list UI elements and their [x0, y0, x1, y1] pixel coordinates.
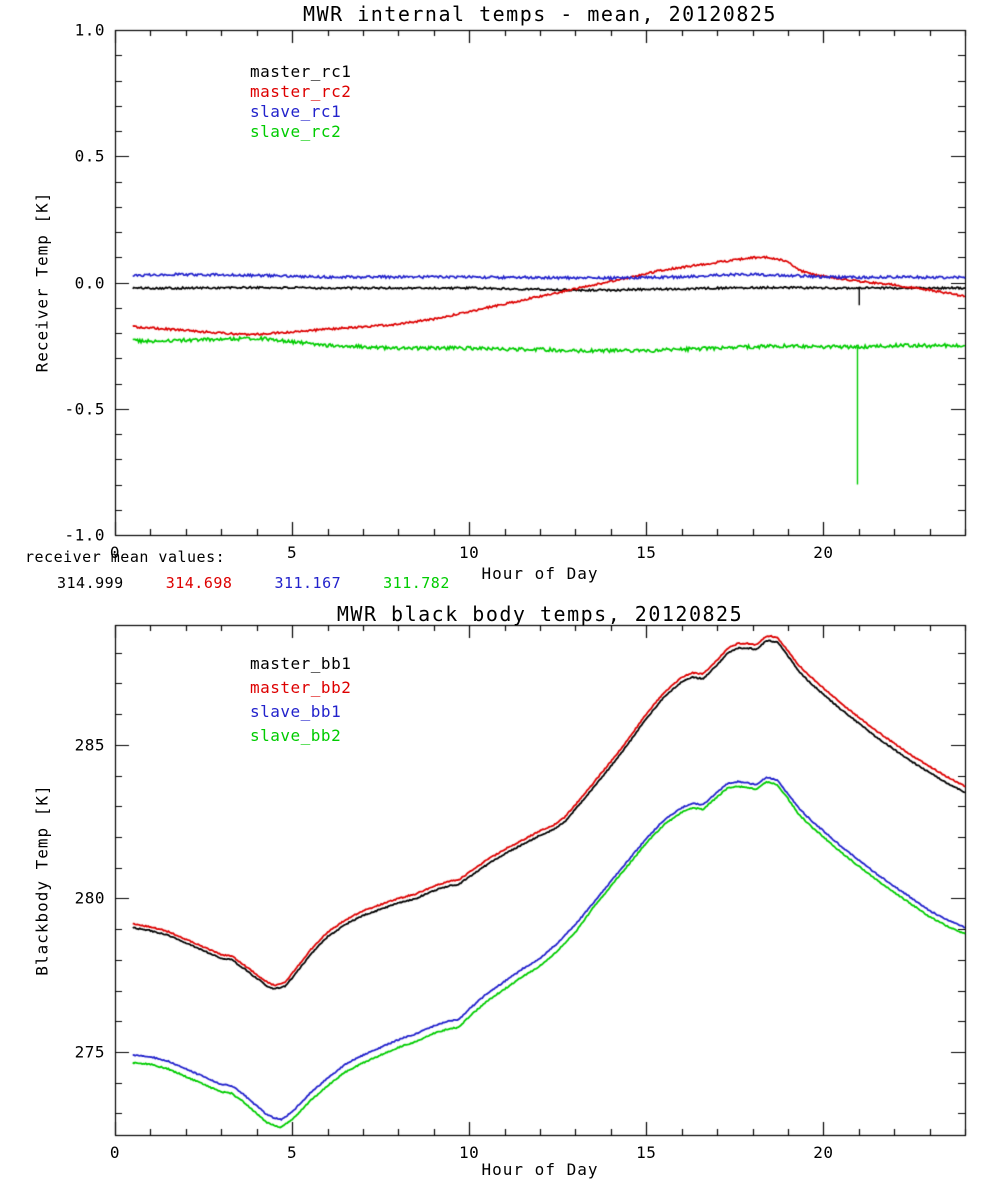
x-tick-label: 15 [636, 1143, 657, 1162]
legend-slave-rc1: slave_rc1 [250, 102, 342, 121]
bottom-plot: MWR black body temps, 20120825 Blackbody… [0, 600, 1000, 1200]
bottom-plot-canvas [0, 600, 1000, 1200]
y-tick-label: 0.5 [74, 146, 105, 166]
top-plot-legend: master_rc1 master_rc2 slave_rc1 slave_rc… [250, 62, 351, 142]
legend-master-rc1: master_rc1 [250, 62, 352, 81]
y-tick-label: 1.0 [74, 20, 105, 40]
legend-master-bb2: master_bb2 [250, 678, 352, 697]
y-tick-label: 275 [74, 1042, 105, 1062]
top-plot-x-axis-label: Hour of Day [481, 564, 599, 583]
x-tick-label: 10 [459, 1143, 480, 1162]
x-tick-label: 15 [636, 543, 657, 562]
top-plot-canvas [0, 0, 1000, 600]
receiver-mean-values: 314.999 314.698 311.167 311.782 [57, 574, 450, 592]
top-plot-title: MWR internal temps - mean, 20120825 [303, 2, 777, 26]
bottom-plot-legend: master_bb1 master_bb2 slave_bb1 slave_bb… [250, 652, 351, 748]
bottom-plot-title: MWR black body temps, 20120825 [336, 602, 744, 626]
legend-slave-bb1: slave_bb1 [250, 702, 342, 721]
mean-value-slave-rc1: 311.167 [274, 574, 342, 592]
y-tick-label: -1.0 [64, 525, 105, 545]
x-tick-label: 10 [459, 543, 480, 562]
x-tick-label: 20 [813, 1143, 834, 1162]
bottom-plot-y-axis-label: Blackbody Temp [K] [32, 784, 52, 976]
y-tick-label: -0.5 [64, 399, 105, 419]
y-tick-label: 280 [74, 888, 105, 908]
x-tick-label: 0 [109, 543, 121, 562]
x-tick-label: 5 [287, 1143, 298, 1162]
mean-value-slave-rc2: 311.782 [383, 574, 450, 592]
x-tick-label: 20 [813, 543, 834, 562]
receiver-mean-values-caption: receiver mean values: [25, 548, 226, 566]
legend-slave-bb2: slave_bb2 [250, 726, 342, 745]
y-tick-label: 0.0 [74, 273, 105, 292]
mean-value-master-rc2: 314.698 [165, 574, 233, 592]
y-tick-label: 285 [74, 735, 105, 755]
legend-master-rc2: master_rc2 [250, 82, 352, 101]
legend-master-bb1: master_bb1 [250, 654, 352, 673]
top-plot-y-axis-label: Receiver Temp [K] [32, 191, 52, 373]
top-plot: MWR internal temps - mean, 20120825 Rece… [0, 0, 1000, 600]
mean-value-master-rc1: 314.999 [57, 574, 124, 592]
x-tick-label: 0 [109, 1143, 121, 1162]
bottom-plot-x-axis-label: Hour of Day [481, 1160, 599, 1179]
legend-slave-rc2: slave_rc2 [250, 122, 342, 141]
x-tick-label: 5 [287, 543, 298, 562]
